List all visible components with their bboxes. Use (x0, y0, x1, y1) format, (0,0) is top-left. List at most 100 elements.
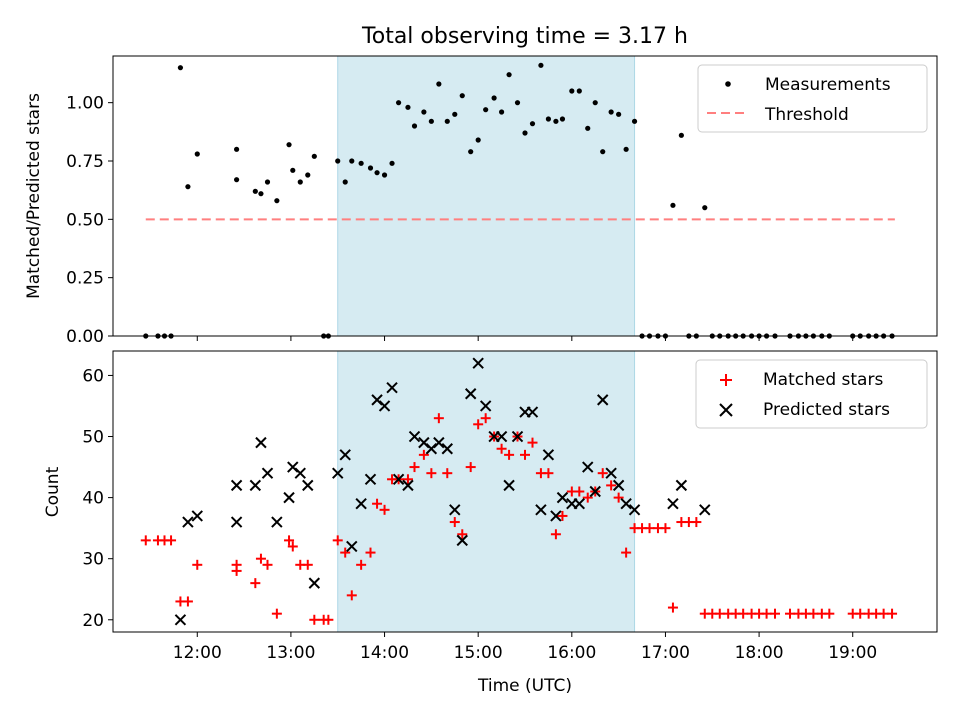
predicted-star-point (503, 479, 515, 492)
measurement-point (185, 184, 191, 190)
matched-star-point (496, 443, 507, 454)
measurement-point (585, 125, 591, 131)
matched-star-point (527, 437, 538, 448)
matched-star-point (660, 523, 671, 534)
measurement-point (631, 118, 638, 124)
matched-star-point (878, 608, 889, 619)
y-tick-label: 0.75 (66, 152, 104, 172)
x-tick-label: 12:00 (173, 643, 222, 663)
measurement-point (498, 109, 505, 115)
predicted-star-point (191, 510, 203, 522)
predicted-star-point (620, 498, 632, 510)
measurement-point (506, 72, 512, 78)
measurement-point (569, 88, 575, 94)
measurement-point (421, 109, 427, 115)
top-panel: Total observing time = 3.17 h 0.000.250.… (24, 24, 938, 347)
matched-star-point (302, 559, 313, 570)
matched-star-point (473, 419, 484, 430)
matched-star-point (582, 492, 593, 503)
matched-star-point (770, 608, 781, 619)
predicted-star-point (364, 473, 377, 485)
matched-star-point (442, 468, 453, 479)
x-tick-label: 15:00 (454, 643, 503, 663)
measurement-point (358, 160, 364, 166)
measurement-point (670, 202, 676, 208)
predicted-star-point (408, 430, 421, 443)
predicted-star-point (230, 516, 243, 528)
measurement-point (177, 65, 184, 71)
matched-star-point (855, 608, 866, 619)
matched-star-point (402, 474, 413, 485)
matched-star-point (323, 614, 334, 625)
measurement-point (290, 167, 296, 173)
measurement-point (600, 149, 606, 155)
predicted-star-point (255, 436, 267, 449)
predicted-star-point (542, 449, 555, 461)
matched-star-point (309, 614, 320, 625)
predicted-star-point (449, 504, 461, 516)
matched-star-point (465, 462, 476, 473)
measurement-point (342, 179, 348, 185)
measurement-point (545, 116, 552, 122)
top-y-axis-ticks: 0.00 0.25 0.50 0.75 1.00 (66, 94, 113, 347)
measurement-point (592, 100, 598, 106)
matched-star-point (409, 462, 420, 473)
predicted-star-point (249, 479, 262, 492)
predicted-star-point (332, 467, 344, 479)
matched-star-point (621, 547, 632, 558)
measurement-point (436, 81, 442, 87)
measurement-point (367, 165, 374, 171)
measurement-point (311, 153, 317, 159)
predicted-star-point (612, 479, 625, 492)
bottom-legend-box (695, 359, 928, 429)
predicted-stars-series (174, 357, 711, 626)
matched-star-point (271, 608, 282, 619)
predicted-star-point (573, 498, 586, 510)
predicted-star-point (479, 400, 492, 412)
predicted-star-point (402, 479, 414, 492)
predicted-star-point (472, 357, 484, 369)
measurement-point (194, 151, 200, 157)
matched-star-point (356, 559, 367, 570)
measurement-point (264, 179, 271, 185)
y-tick-label: 0.50 (66, 210, 104, 230)
measurement-point (252, 188, 258, 194)
matched-star-point (574, 486, 585, 497)
measurement-point (411, 123, 418, 129)
measurement-point (491, 95, 497, 101)
legend-x-icon (719, 403, 733, 417)
measurement-point (374, 170, 380, 176)
top-x-axis-ticks (196, 336, 854, 341)
matched-star-point (597, 468, 608, 479)
matched-star-point (192, 559, 203, 570)
x-tick-label: 13:00 (266, 643, 315, 663)
predicted-star-point (441, 443, 453, 455)
predicted-star-point (294, 467, 306, 479)
measurement-point (616, 111, 622, 117)
matched-star-point (691, 517, 702, 528)
x-tick-label: 16:00 (547, 643, 596, 663)
y-tick-label: 0.00 (66, 327, 104, 347)
measurement-point (274, 198, 280, 204)
matched-star-point (550, 529, 561, 540)
measurement-point (444, 118, 450, 124)
top-plot-frame (112, 55, 938, 337)
matched-star-point (520, 449, 530, 460)
predicted-star-point (378, 400, 391, 412)
predicted-star-point (283, 491, 295, 504)
matched-star-point (824, 608, 835, 619)
x-tick-label: 19:00 (828, 643, 877, 663)
matched-star-point (262, 559, 273, 570)
predicted-star-point (582, 461, 594, 473)
predicted-star-point (230, 479, 243, 492)
measurement-point (234, 177, 240, 183)
measurement-point (428, 118, 434, 124)
measurement-point (349, 158, 355, 164)
predicted-star-point (346, 540, 358, 553)
legend-label-matched: Matched stars (763, 370, 883, 390)
measurement-point (258, 191, 264, 197)
measurement-point (452, 111, 458, 117)
measurement-point (335, 158, 341, 164)
matched-star-point (808, 608, 819, 619)
matched-star-point (480, 413, 491, 424)
